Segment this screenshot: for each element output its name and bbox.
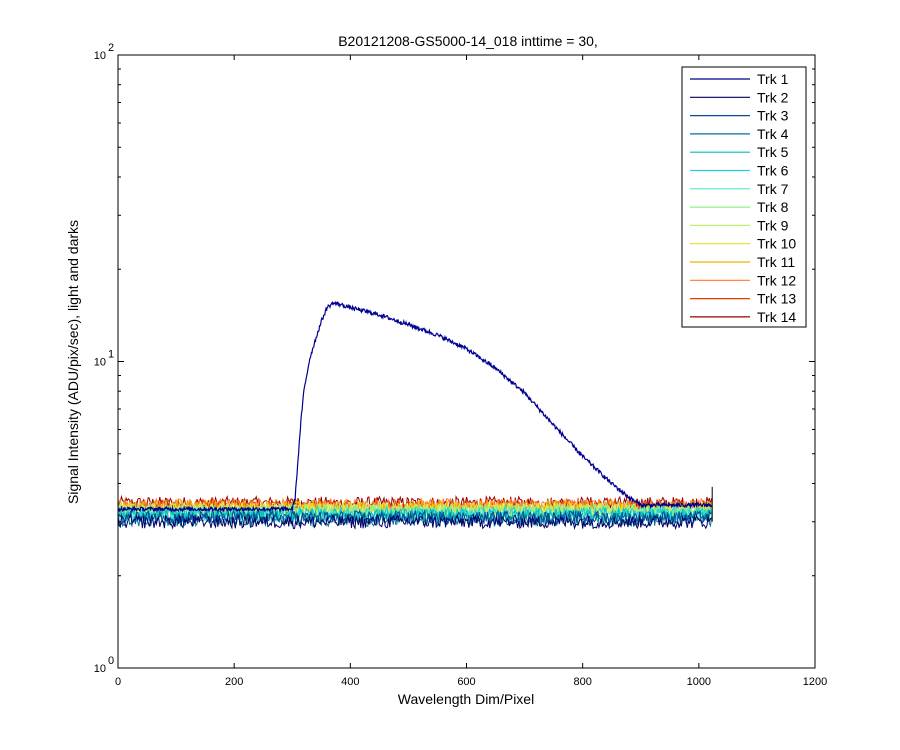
legend-entry-label: Trk 12 xyxy=(757,272,796,288)
legend-entry-label: Trk 8 xyxy=(757,199,789,215)
x-tick-label: 400 xyxy=(341,676,359,688)
x-tick-label: 600 xyxy=(457,676,475,688)
legend-entry-label: Trk 13 xyxy=(757,291,796,307)
legend-entry-label: Trk 2 xyxy=(757,89,789,105)
y-tick-label: 10 xyxy=(94,663,106,675)
legend-entry-label: Trk 6 xyxy=(757,163,789,179)
legend-entry-label: Trk 14 xyxy=(757,309,796,325)
legend-entry-label: Trk 1 xyxy=(757,71,789,87)
series-layer xyxy=(117,300,713,531)
y-tick-label: 10 xyxy=(94,357,106,369)
y-tick-exponent: 2 xyxy=(108,42,114,54)
legend-box xyxy=(681,66,807,328)
legend-entry-label: Trk 7 xyxy=(757,181,789,197)
legend: Trk 1 Trk 2 Trk 3 Trk 4 Trk 5 Trk 6 Trk 7 Trk 8… xyxy=(681,66,807,328)
y-tick-exponent: 1 xyxy=(108,349,114,361)
legend-entry-label: Trk 3 xyxy=(757,108,789,124)
x-tick-label: 0 xyxy=(115,676,121,688)
y-tick-label: 10 xyxy=(94,50,106,62)
x-tick-label: 1000 xyxy=(687,676,711,688)
x-axis: 0 200 400 600 800 1000 1200 xyxy=(115,55,827,688)
legend-entry-label: Trk 11 xyxy=(757,254,795,270)
legend-entry-label: Trk 10 xyxy=(757,236,796,252)
series-line-trk-2 xyxy=(117,513,712,531)
legend-entry-label: Trk 5 xyxy=(757,144,789,160)
legend-entry-label: Trk 4 xyxy=(757,126,789,142)
y-tick-exponent: 0 xyxy=(108,655,114,667)
legend-entry-label: Trk 9 xyxy=(757,217,789,233)
x-tick-label: 1200 xyxy=(803,676,827,688)
series-line-trk-1 xyxy=(117,300,713,514)
x-tick-label: 800 xyxy=(573,676,591,688)
x-tick-label: 200 xyxy=(225,676,243,688)
chart-title: B20121208-GS5000-14_018 inttime = 30, xyxy=(338,33,598,49)
y-axis-label: Signal Intensity (ADU/pix/sec), light an… xyxy=(65,220,81,504)
x-axis-label: Wavelength Dim/Pixel xyxy=(398,691,534,707)
